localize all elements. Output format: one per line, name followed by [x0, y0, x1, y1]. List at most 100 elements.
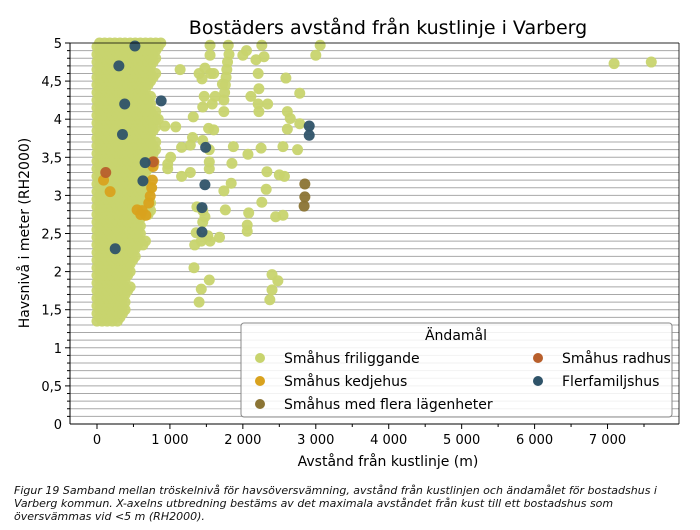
y-tick-label: 4	[54, 113, 62, 128]
point-småhus-friliggande	[645, 56, 657, 68]
point-småhus-friliggande	[266, 284, 278, 296]
y-tick-label: 1	[54, 342, 62, 357]
point-småhus-friliggande	[277, 141, 289, 153]
x-tick-label: 5 000	[443, 433, 480, 448]
x-axis-label: Avstånd från kustlinje (m)	[298, 453, 479, 470]
point-flerfamiljshus	[196, 226, 208, 238]
point-småhus-friliggande	[184, 167, 196, 179]
legend-marker	[255, 353, 265, 363]
point-småhus-friliggande	[243, 207, 255, 219]
point-småhus-friliggande	[280, 72, 292, 84]
point-småhus-friliggande	[218, 94, 230, 106]
point-småhus-friliggande	[277, 209, 289, 221]
x-tick-label: 1 000	[151, 433, 188, 448]
x-tick-label: 4 000	[370, 433, 407, 448]
point-flerfamiljshus	[303, 120, 315, 132]
point-småhus-friliggande	[256, 39, 268, 51]
point-småhus-friliggande	[188, 262, 200, 274]
point-småhus-friliggande	[203, 274, 215, 286]
point-småhus-friliggande	[253, 106, 265, 118]
point-flerfamiljshus	[109, 243, 121, 255]
point-småhus-friliggande	[241, 225, 253, 237]
point-småhus-friliggande	[264, 294, 276, 306]
point-småhus-friliggande	[174, 64, 186, 76]
point-småhus-kedjehus	[135, 208, 147, 220]
point-småhus-friliggande	[608, 58, 620, 70]
y-tick-label: 0,5	[41, 380, 62, 395]
point-flerfamiljshus	[113, 60, 125, 72]
point-småhus-friliggande	[294, 87, 306, 99]
point-småhus-friliggande	[176, 170, 188, 182]
point-småhus-friliggande	[226, 157, 238, 169]
legend-label: Småhus radhus	[562, 350, 671, 367]
point-småhus-friliggande	[310, 49, 322, 61]
point-småhus-friliggande	[204, 49, 216, 61]
axes: 0 0,5 1 1,5 2 2,5 3 3,5 4 4,5 5 0 1 000 2 000 3 000 4 0…	[41, 37, 680, 448]
point-småhus-friliggande	[203, 122, 215, 134]
point-småhus-friliggande	[216, 78, 228, 90]
point-småhus-friliggande	[261, 166, 273, 178]
legend-marker	[533, 353, 543, 363]
point-småhus-friliggande	[193, 296, 205, 308]
point-småhus-friliggande	[218, 185, 230, 197]
point-småhus-friliggande	[255, 142, 267, 154]
point-småhus-friliggande	[252, 67, 264, 79]
point-småhus-friliggande	[165, 151, 177, 163]
point-småhus-friliggande	[222, 39, 234, 51]
y-axis-label: Havsnivå i meter (RH2000)	[16, 138, 33, 328]
x-tick-label: 3 000	[297, 433, 334, 448]
point-småhus-friliggande	[219, 204, 231, 216]
point-småhus-friliggande	[197, 101, 209, 113]
point-småhus-friliggande	[170, 121, 182, 133]
point-småhus-friliggande	[272, 275, 284, 287]
legend-marker	[255, 399, 265, 409]
point-småhus-friliggande	[152, 113, 164, 125]
point-småhus-friliggande	[256, 196, 268, 208]
x-tick-label: 2 000	[224, 433, 261, 448]
point-småhus-friliggande	[159, 120, 171, 132]
point-småhus-kedjehus	[146, 182, 158, 194]
point-småhus-med-flera-lägenheter	[299, 191, 311, 203]
point-flerfamiljshus	[137, 175, 149, 187]
scatter-chart: 0 0,5 1 1,5 2 2,5 3 3,5 4 4,5 5 0 1 000 2 000 3 000 4 0…	[16, 16, 680, 470]
point-småhus-friliggande	[253, 83, 265, 95]
point-småhus-friliggande	[281, 123, 293, 135]
point-flerfamiljshus	[139, 157, 151, 169]
chart-title: Bostäders avstånd från kustlinje i Varbe…	[189, 16, 587, 39]
legend-marker	[533, 376, 543, 386]
y-tick-label: 2,5	[41, 228, 62, 243]
y-tick-label: 2	[54, 266, 62, 281]
point-flerfamiljshus	[119, 98, 131, 110]
point-småhus-med-flera-lägenheter	[298, 200, 310, 212]
y-tick-label: 0	[54, 418, 62, 433]
point-flerfamiljshus	[199, 179, 211, 191]
point-flerfamiljshus	[303, 129, 315, 141]
point-småhus-friliggande	[203, 156, 215, 168]
point-småhus-friliggande	[284, 112, 296, 124]
legend-marker	[255, 376, 265, 386]
point-småhus-friliggande	[292, 144, 304, 156]
point-småhus-friliggande	[162, 163, 174, 175]
point-småhus-med-flera-lägenheter	[299, 178, 311, 190]
legend-box	[240, 322, 673, 418]
figure-caption: Figur 19 Samband mellan tröskelnivå för …	[14, 484, 657, 523]
point-småhus-friliggande	[198, 90, 210, 102]
point-småhus-friliggande	[206, 98, 218, 110]
point-flerfamiljshus	[200, 141, 212, 153]
point-flerfamiljshus	[117, 128, 129, 140]
point-småhus-friliggande	[250, 54, 262, 66]
point-småhus-friliggande	[193, 67, 205, 79]
point-småhus-friliggande	[242, 148, 254, 160]
point-småhus-friliggande	[218, 106, 230, 118]
point-småhus-kedjehus	[143, 197, 155, 209]
point-småhus-friliggande	[262, 98, 274, 110]
point-flerfamiljshus	[129, 40, 141, 52]
x-tick-label: 7 000	[589, 433, 626, 448]
point-småhus-radhus	[100, 167, 112, 179]
point-småhus-friliggande	[245, 90, 257, 102]
point-flerfamiljshus	[155, 95, 167, 107]
legend-label: Småhus med flera lägenheter	[284, 396, 493, 413]
point-småhus-friliggande	[176, 141, 188, 153]
point-småhus-friliggande	[214, 231, 226, 243]
x-tick-label: 6 000	[516, 433, 553, 448]
